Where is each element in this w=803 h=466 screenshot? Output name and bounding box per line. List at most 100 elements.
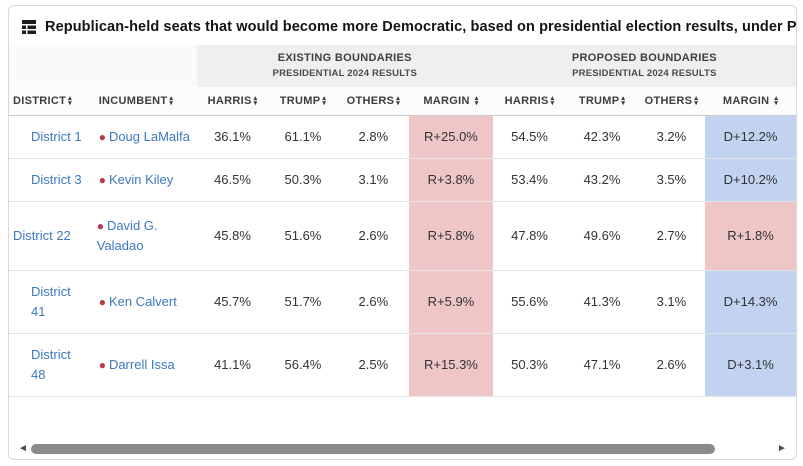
incumbent-name: Darrell Issa <box>108 357 175 372</box>
existing-others-value: 3.1% <box>337 158 410 202</box>
proposed-trump-value: 42.3% <box>566 115 638 159</box>
column-header-proposed-harris[interactable]: HARRIS ▴ ▾ <box>492 87 567 116</box>
column-header-proposed-trump[interactable]: TRUMP ▴ ▾ <box>566 87 638 116</box>
table-row: District 41 ● Ken Calvert 45.7% 51.7% 2.6… <box>9 270 796 334</box>
existing-trump-value: 51.7% <box>268 270 338 334</box>
group-header-spacer <box>9 45 197 87</box>
column-header-existing-margin[interactable]: MARGIN ▴ ▾ <box>409 87 493 116</box>
group-header-row: EXISTING BOUNDARIES PRESIDENTIAL 2024 RE… <box>9 45 796 87</box>
sort-icon[interactable]: ▴ ▾ <box>322 95 327 108</box>
proposed-trump-value: 43.2% <box>566 158 638 202</box>
sort-icon[interactable]: ▴ ▾ <box>550 95 555 108</box>
proposed-trump-value: 47.1% <box>566 333 638 397</box>
proposed-margin-value: D+12.2% <box>705 115 796 159</box>
proposed-others-value: 2.7% <box>637 201 706 271</box>
proposed-harris-value: 54.5% <box>492 115 567 159</box>
existing-margin-value: R+5.9% <box>409 270 493 334</box>
sort-icon[interactable]: ▴ ▾ <box>169 95 174 108</box>
table-row: District 22 ● David G. Valadao 45.8% 51.6… <box>9 201 796 271</box>
incumbent-link[interactable]: ● Ken Calvert <box>92 270 197 334</box>
existing-trump-value: 56.4% <box>268 333 338 397</box>
existing-margin-value: R+15.3% <box>409 333 493 397</box>
table-icon <box>21 19 37 35</box>
district-link[interactable]: District 3 <box>9 158 93 202</box>
incumbent-name: Kevin Kiley <box>108 172 174 187</box>
proposed-margin-value: D+14.3% <box>705 270 796 334</box>
horizontal-scrollbar[interactable]: ◄ ► <box>9 442 796 456</box>
proposed-harris-value: 53.4% <box>492 158 567 202</box>
proposed-boundaries-subtitle: PRESIDENTIAL 2024 RESULTS <box>572 68 717 79</box>
incumbent-link[interactable]: ● Darrell Issa <box>92 333 197 397</box>
existing-trump-value: 50.3% <box>268 158 338 202</box>
party-dot-icon: ● <box>98 130 106 144</box>
existing-others-value: 2.6% <box>337 201 410 271</box>
existing-others-value: 2.5% <box>337 333 410 397</box>
district-link[interactable]: District 41 <box>9 270 93 334</box>
proposed-others-value: 2.6% <box>637 333 706 397</box>
existing-harris-value: 36.1% <box>196 115 269 159</box>
group-header-proposed: PROPOSED BOUNDARIES PRESIDENTIAL 2024 RE… <box>492 45 796 87</box>
party-dot-icon: ● <box>98 358 106 372</box>
proposed-harris-value: 55.6% <box>492 270 567 334</box>
existing-margin-value: R+3.8% <box>409 158 493 202</box>
existing-others-value: 2.6% <box>337 270 410 334</box>
table-row: District 1 ● Doug LaMalfa 36.1% 61.1% 2.8… <box>9 115 796 159</box>
party-dot-icon: ● <box>96 219 104 233</box>
existing-trump-value: 51.6% <box>268 201 338 271</box>
column-header-district[interactable]: DISTRICT ▴ ▾ <box>9 87 93 116</box>
district-link[interactable]: District 22 <box>9 201 93 271</box>
column-header-existing-trump[interactable]: TRUMP ▴ ▾ <box>268 87 338 116</box>
incumbent-link[interactable]: ● David G. Valadao <box>92 201 197 271</box>
proposed-margin-value: D+3.1% <box>705 333 796 397</box>
incumbent-name: Ken Calvert <box>108 294 177 309</box>
scroll-left-icon[interactable]: ◄ <box>18 443 28 454</box>
column-header-incumbent[interactable]: INCUMBENT ▴ ▾ <box>92 87 197 116</box>
proposed-others-value: 3.5% <box>637 158 706 202</box>
table-row: District 3 ● Kevin Kiley 46.5% 50.3% 3.1%… <box>9 158 796 202</box>
existing-boundaries-label: EXISTING BOUNDARIES <box>277 52 412 64</box>
proposed-margin-value: D+10.2% <box>705 158 796 202</box>
existing-boundaries-subtitle: PRESIDENTIAL 2024 RESULTS <box>272 68 418 79</box>
proposed-others-value: 3.2% <box>637 115 706 159</box>
incumbent-link[interactable]: ● Kevin Kiley <box>92 158 197 202</box>
table-row: District 48 ● Darrell Issa 41.1% 56.4% 2.… <box>9 333 796 397</box>
proposed-others-value: 3.1% <box>637 270 706 334</box>
sort-icon[interactable]: ▴ ▾ <box>774 95 779 108</box>
sort-icon[interactable]: ▴ ▾ <box>621 95 626 108</box>
district-link[interactable]: District 48 <box>9 333 93 397</box>
table-card: Republican-held seats that would become … <box>8 5 797 460</box>
party-dot-icon: ● <box>98 295 106 309</box>
table-title-bar: Republican-held seats that would become … <box>9 6 796 45</box>
column-header-proposed-others[interactable]: OTHERS ▴ ▾ <box>637 87 706 116</box>
proposed-margin-value: R+1.8% <box>705 201 796 271</box>
proposed-trump-value: 41.3% <box>566 270 638 334</box>
existing-harris-value: 41.1% <box>196 333 269 397</box>
sort-icon[interactable]: ▴ ▾ <box>396 95 401 108</box>
incumbent-link[interactable]: ● Doug LaMalfa <box>92 115 197 159</box>
column-header-existing-harris[interactable]: HARRIS ▴ ▾ <box>196 87 269 116</box>
proposed-harris-value: 50.3% <box>492 333 567 397</box>
existing-margin-value: R+5.8% <box>409 201 493 271</box>
proposed-boundaries-label: PROPOSED BOUNDARIES <box>571 52 717 64</box>
party-dot-icon: ● <box>98 173 106 187</box>
scroll-right-icon[interactable]: ► <box>777 443 787 454</box>
scrollbar-track[interactable] <box>31 444 774 454</box>
existing-harris-value: 45.8% <box>196 201 269 271</box>
incumbent-name: David G. Valadao <box>96 218 158 253</box>
incumbent-name: Doug LaMalfa <box>108 129 190 144</box>
proposed-trump-value: 49.6% <box>566 201 638 271</box>
district-link[interactable]: District 1 <box>9 115 93 159</box>
results-table: EXISTING BOUNDARIES PRESIDENTIAL 2024 RE… <box>9 45 796 397</box>
sort-icon[interactable]: ▴ ▾ <box>68 95 72 108</box>
column-header-existing-others[interactable]: OTHERS ▴ ▾ <box>337 87 410 116</box>
sort-icon[interactable]: ▴ ▾ <box>253 95 258 108</box>
proposed-harris-value: 47.8% <box>492 201 567 271</box>
column-header-proposed-margin[interactable]: MARGIN ▴ ▾ <box>705 87 796 116</box>
column-header-row: DISTRICT ▴ ▾ INCUMBENT ▴ ▾ HARRIS ▴ ▾ TRUMP ▴ ▾ … <box>9 87 796 116</box>
sort-icon[interactable]: ▴ ▾ <box>694 95 699 108</box>
scrollbar-thumb[interactable] <box>31 444 715 454</box>
existing-harris-value: 45.7% <box>196 270 269 334</box>
sort-icon[interactable]: ▴ ▾ <box>474 95 479 108</box>
existing-others-value: 2.8% <box>337 115 410 159</box>
existing-harris-value: 46.5% <box>196 158 269 202</box>
